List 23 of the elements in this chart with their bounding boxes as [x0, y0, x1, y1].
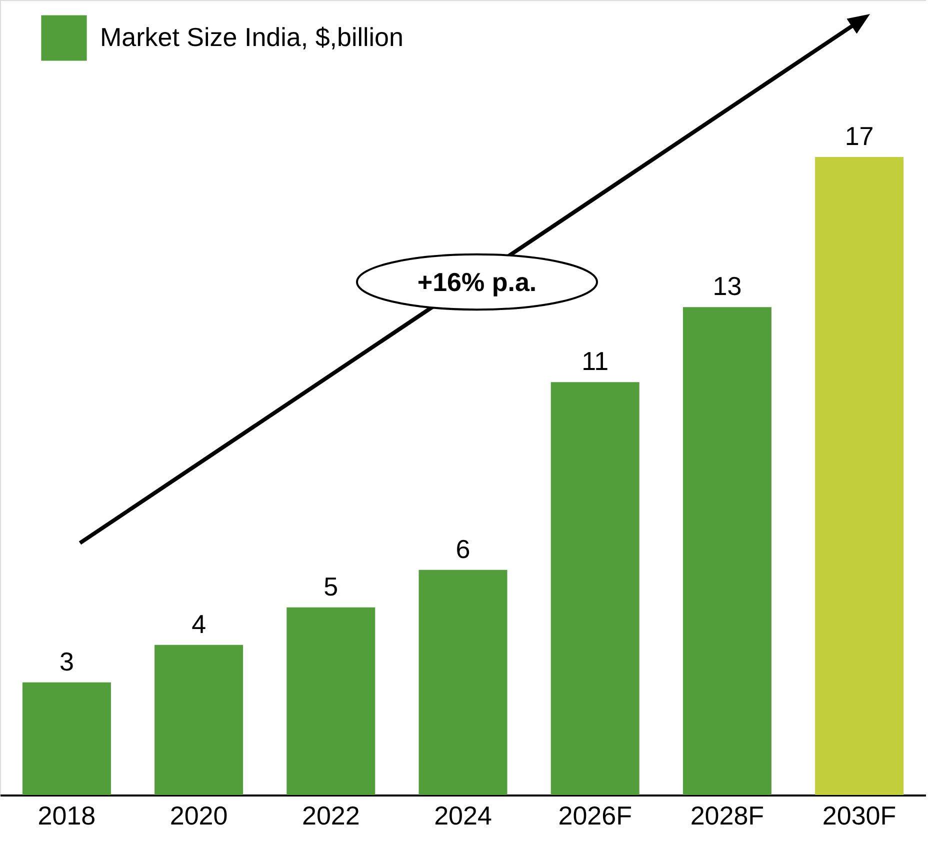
- legend-label: Market Size India, $,billion: [100, 22, 404, 52]
- bar: [154, 644, 244, 795]
- x-tick-label: 2018: [38, 800, 96, 830]
- bar: [550, 382, 640, 795]
- data-label: 5: [324, 571, 338, 602]
- bar: [22, 682, 111, 795]
- bar: [682, 307, 772, 795]
- data-label: 13: [712, 271, 742, 302]
- bar: [815, 157, 904, 795]
- data-label: 3: [59, 646, 74, 676]
- x-tick-label: 2030F: [822, 800, 896, 830]
- bar: [286, 607, 376, 795]
- data-label: 4: [192, 608, 206, 639]
- bar: [418, 570, 508, 795]
- data-label: 17: [844, 121, 874, 151]
- x-tick-label: 2028F: [690, 800, 764, 830]
- data-label: 11: [582, 346, 609, 376]
- x-tick-label: 2024: [434, 800, 492, 830]
- data-label: 6: [456, 534, 470, 564]
- x-tick-label: 2026F: [558, 800, 632, 830]
- annotation: +16% p.a.: [417, 267, 537, 297]
- x-tick-label: 2020: [170, 800, 228, 830]
- x-tick-label: 2022: [302, 800, 360, 830]
